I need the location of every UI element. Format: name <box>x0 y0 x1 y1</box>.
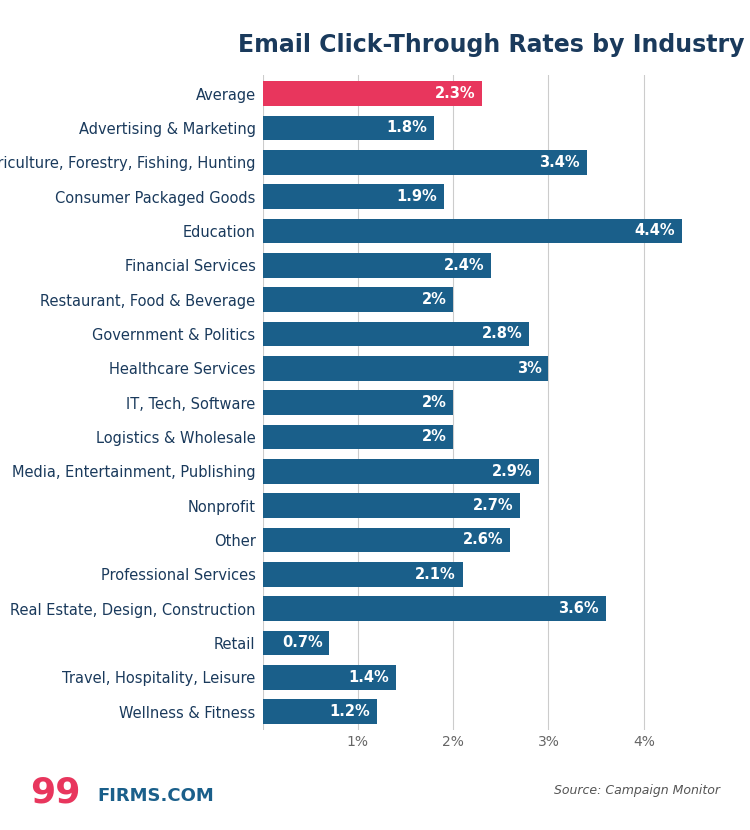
Title: Email Click-Through Rates by Industry: Email Click-Through Rates by Industry <box>238 33 745 57</box>
Bar <box>262 184 443 209</box>
Text: 3%: 3% <box>517 361 542 376</box>
Bar <box>262 665 396 690</box>
Bar <box>262 253 491 277</box>
Text: 2%: 2% <box>422 292 446 307</box>
Text: 2.3%: 2.3% <box>434 86 475 101</box>
Text: 2.7%: 2.7% <box>472 498 513 513</box>
Text: 2%: 2% <box>422 395 446 410</box>
Bar <box>262 81 482 106</box>
Bar <box>262 562 463 587</box>
Bar <box>262 321 530 346</box>
Text: Source: Campaign Monitor: Source: Campaign Monitor <box>554 784 720 797</box>
Text: 99: 99 <box>30 775 80 809</box>
Text: 3.6%: 3.6% <box>558 601 599 616</box>
Bar <box>262 459 539 484</box>
Text: 2.6%: 2.6% <box>463 532 504 547</box>
Text: 1.4%: 1.4% <box>349 670 389 685</box>
Text: 1.2%: 1.2% <box>329 704 370 719</box>
Text: 2.1%: 2.1% <box>416 567 456 582</box>
Bar <box>262 631 329 655</box>
Text: 2%: 2% <box>422 429 446 444</box>
Text: 2.4%: 2.4% <box>444 258 485 273</box>
Text: 2.8%: 2.8% <box>482 326 523 341</box>
Bar <box>262 218 682 243</box>
Bar <box>262 528 510 552</box>
Text: 0.7%: 0.7% <box>282 635 322 651</box>
Text: 3.4%: 3.4% <box>539 154 580 170</box>
Bar <box>262 390 453 415</box>
Bar <box>262 356 548 381</box>
Text: 1.9%: 1.9% <box>396 189 437 204</box>
Text: FIRMS.COM: FIRMS.COM <box>98 787 214 805</box>
Bar <box>262 493 520 518</box>
Bar <box>262 596 606 621</box>
Bar <box>262 115 434 140</box>
Text: 2.9%: 2.9% <box>491 464 532 479</box>
Bar <box>262 424 453 449</box>
Text: 4.4%: 4.4% <box>634 223 675 238</box>
Bar <box>262 699 376 724</box>
Text: 1.8%: 1.8% <box>386 120 427 135</box>
Bar <box>262 287 453 312</box>
Bar <box>262 150 586 174</box>
